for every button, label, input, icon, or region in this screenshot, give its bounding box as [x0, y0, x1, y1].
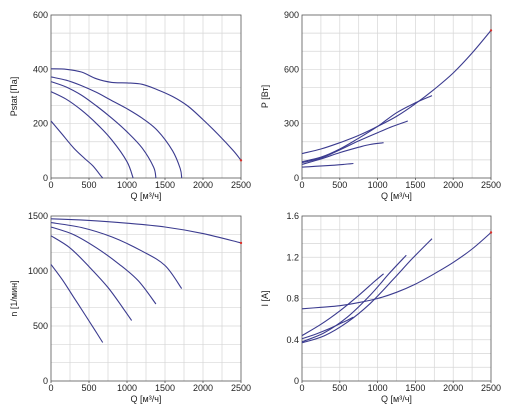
series-line-2: [301, 238, 433, 344]
x-tick-label: 2500: [481, 383, 501, 393]
y-tick-label: 0: [43, 173, 48, 183]
series-line-1: [301, 30, 492, 155]
series-line-2: [301, 95, 433, 163]
y-tick-label: 0.4: [286, 335, 299, 345]
series-end-marker: [239, 159, 243, 162]
x-tick-label: 1500: [405, 383, 425, 393]
x-tick-label: 1000: [117, 180, 137, 190]
x-tick-label: 500: [81, 180, 96, 190]
series-line-3: [301, 254, 407, 343]
series-line-1: [50, 218, 242, 244]
series-end-marker: [489, 231, 493, 234]
y-tick-label: 500: [33, 321, 48, 331]
series-line-4: [301, 273, 384, 337]
series-line-5: [301, 162, 354, 168]
series-line-4: [50, 235, 133, 321]
x-tick-label: 2000: [443, 383, 463, 393]
x-tick-label: 1000: [368, 180, 388, 190]
x-tick-label: 2500: [231, 180, 251, 190]
series-end-marker: [489, 29, 493, 32]
y-axis-label: Pstat [Па]: [9, 77, 19, 117]
y-tick-label: 0.8: [286, 294, 299, 304]
series-line-5: [50, 120, 104, 179]
chart-panel-4: 0 500 1000 1500 2000 2500 0 0.4 0.8 1.2 1.6 Q [м³/ч…: [260, 211, 501, 404]
x-tick-label: 0: [48, 180, 53, 190]
x-tick-label: 0: [299, 383, 304, 393]
y-axis-label: n [1/мин]: [9, 280, 19, 316]
series-line-5: [301, 316, 354, 340]
series-line-4: [301, 142, 384, 165]
x-tick-label: 1000: [368, 383, 388, 393]
y-axis-label: P [Вт]: [260, 85, 270, 108]
x-tick-label: 2000: [193, 383, 213, 393]
x-tick-label: 2500: [481, 180, 501, 190]
plot-frame: [50, 215, 242, 382]
series-line-2: [50, 76, 183, 179]
x-tick-label: 2000: [443, 180, 463, 190]
plot-frame: [301, 215, 492, 382]
y-tick-label: 200: [33, 119, 48, 129]
y-tick-label: 1.6: [286, 211, 299, 221]
series-line-4: [50, 91, 134, 179]
y-tick-label: 0: [43, 376, 48, 386]
x-tick-label: 2500: [231, 383, 251, 393]
y-tick-label: 0: [294, 376, 299, 386]
series-end-marker: [239, 241, 243, 245]
series-line-5: [50, 264, 104, 343]
y-tick-label: 1.2: [286, 252, 299, 262]
chart-panel-2: 0 500 1000 1500 2000 2500 0 300 600 900 Q [м³/ч] P …: [260, 10, 501, 201]
plot-frame: [301, 14, 492, 179]
x-axis-label: Q [м³/ч]: [381, 394, 412, 404]
x-axis-label: Q [м³/ч]: [381, 191, 412, 201]
x-tick-label: 0: [299, 180, 304, 190]
y-tick-label: 300: [284, 119, 299, 129]
y-tick-label: 1000: [28, 266, 48, 276]
x-tick-label: 0: [48, 383, 53, 393]
y-tick-label: 900: [284, 10, 299, 20]
plot-frame: [50, 14, 242, 179]
series-line-1: [50, 68, 242, 161]
y-tick-label: 400: [33, 64, 48, 74]
x-axis-label: Q [м³/ч]: [131, 191, 162, 201]
x-tick-label: 2000: [193, 180, 213, 190]
y-tick-label: 600: [284, 64, 299, 74]
x-tick-label: 1500: [405, 180, 425, 190]
y-axis-label: I [А]: [260, 290, 270, 306]
series-line-3: [50, 226, 157, 305]
x-tick-label: 1500: [155, 383, 175, 393]
y-tick-label: 0: [294, 173, 299, 183]
x-tick-label: 1000: [117, 383, 137, 393]
x-tick-label: 500: [332, 180, 347, 190]
y-tick-label: 1500: [28, 211, 48, 221]
x-tick-label: 500: [332, 383, 347, 393]
series-line-2: [50, 222, 183, 289]
y-tick-label: 600: [33, 10, 48, 20]
x-axis-label: Q [м³/ч]: [131, 394, 162, 404]
x-tick-label: 1500: [155, 180, 175, 190]
series-line-1: [301, 232, 492, 310]
series-line-3: [50, 81, 157, 179]
series-line-3: [301, 120, 408, 164]
chart-panel-1: 0 500 1000 1500 2000 2500 0 200 400 600 Q [м³/ч] Ps…: [9, 10, 251, 201]
x-tick-label: 500: [81, 383, 96, 393]
